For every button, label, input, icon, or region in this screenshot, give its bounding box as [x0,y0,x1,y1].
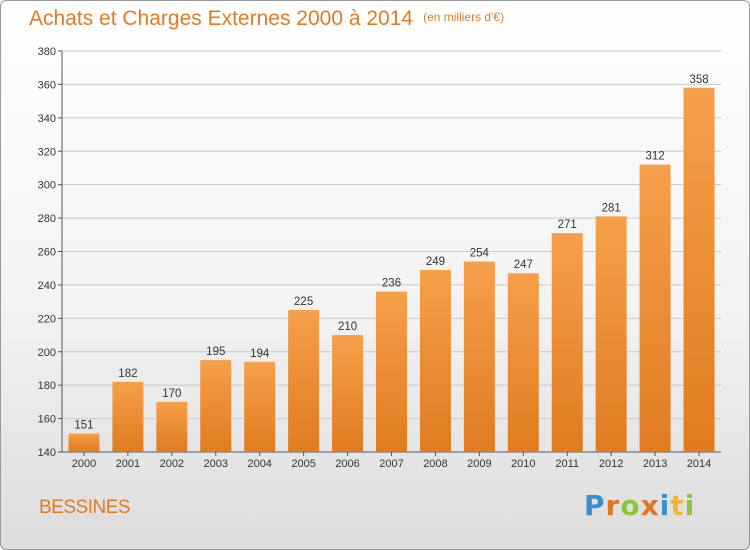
y-tick-label: 320 [38,146,56,158]
bar [288,309,320,452]
logo-letter: o [620,489,641,522]
x-tick-label: 2013 [643,458,667,470]
y-tick-label: 180 [38,380,56,392]
chart-title-text: Achats et Charges Externes 2000 à 2014 [29,7,414,30]
value-label: 225 [294,296,313,308]
value-label: 151 [74,420,93,432]
value-label: 358 [689,74,708,86]
x-tick-label: 2011 [555,458,579,470]
logo-letter: t [670,489,685,522]
logo-letter: r [605,489,621,522]
value-label: 271 [558,219,577,231]
chart-title: Achats et Charges Externes 2000 à 2014 (e… [29,7,504,31]
bar [332,335,364,452]
city-name: BESSINES [39,497,131,518]
y-tick-label: 340 [38,113,56,125]
value-label: 249 [426,256,445,268]
bar [244,361,276,452]
bar [68,433,100,452]
value-label: 312 [646,151,665,163]
bar [156,401,188,452]
bar [112,381,144,452]
y-tick-label: 260 [38,247,56,259]
bar [463,261,495,452]
logo-letter: P [584,489,606,522]
y-tick-label: 300 [38,180,56,192]
y-tick-label: 200 [38,347,56,359]
y-tick-label: 280 [38,213,56,225]
unit-note: (en milliers d'€) [423,10,505,24]
bar [376,291,407,452]
bar [595,216,627,452]
x-tick-label: 2001 [116,458,140,470]
x-tick-label: 2010 [511,458,535,470]
y-tick-label: 220 [38,313,56,325]
y-tick-label: 380 [38,46,56,58]
x-tick-label: 2006 [335,458,359,470]
value-label: 210 [338,321,357,333]
x-tick-label: 2003 [204,458,228,470]
y-tick-label: 240 [38,280,56,292]
x-tick-label: 2000 [72,458,96,470]
value-label: 194 [250,348,270,360]
value-label: 247 [514,259,533,271]
logo-letter: i [659,489,671,522]
x-tick-label: 2007 [379,458,403,470]
x-tick-label: 2012 [599,458,623,470]
proxiti-logo: Proxiti [584,489,695,522]
bar [683,87,715,452]
x-tick-label: 2014 [687,458,711,470]
y-tick-label: 140 [38,447,56,459]
x-tick-label: 2008 [423,458,447,470]
bar [200,360,232,452]
value-label: 281 [602,202,621,214]
value-label: 254 [470,248,490,260]
x-tick-label: 2004 [247,458,271,470]
y-tick-label: 160 [38,414,56,426]
value-label: 170 [162,388,181,400]
x-tick-label: 2009 [467,458,491,470]
value-label: 195 [206,346,225,358]
value-label: 182 [118,368,137,380]
bar [507,273,539,452]
bar [639,164,671,452]
bar [551,233,583,452]
logo-letter: x [640,489,660,522]
x-tick-label: 2002 [160,458,184,470]
logo-letter: i [684,489,696,522]
value-label: 236 [382,278,401,290]
bar [419,269,451,452]
y-tick-label: 360 [38,79,56,91]
x-tick-label: 2005 [291,458,315,470]
